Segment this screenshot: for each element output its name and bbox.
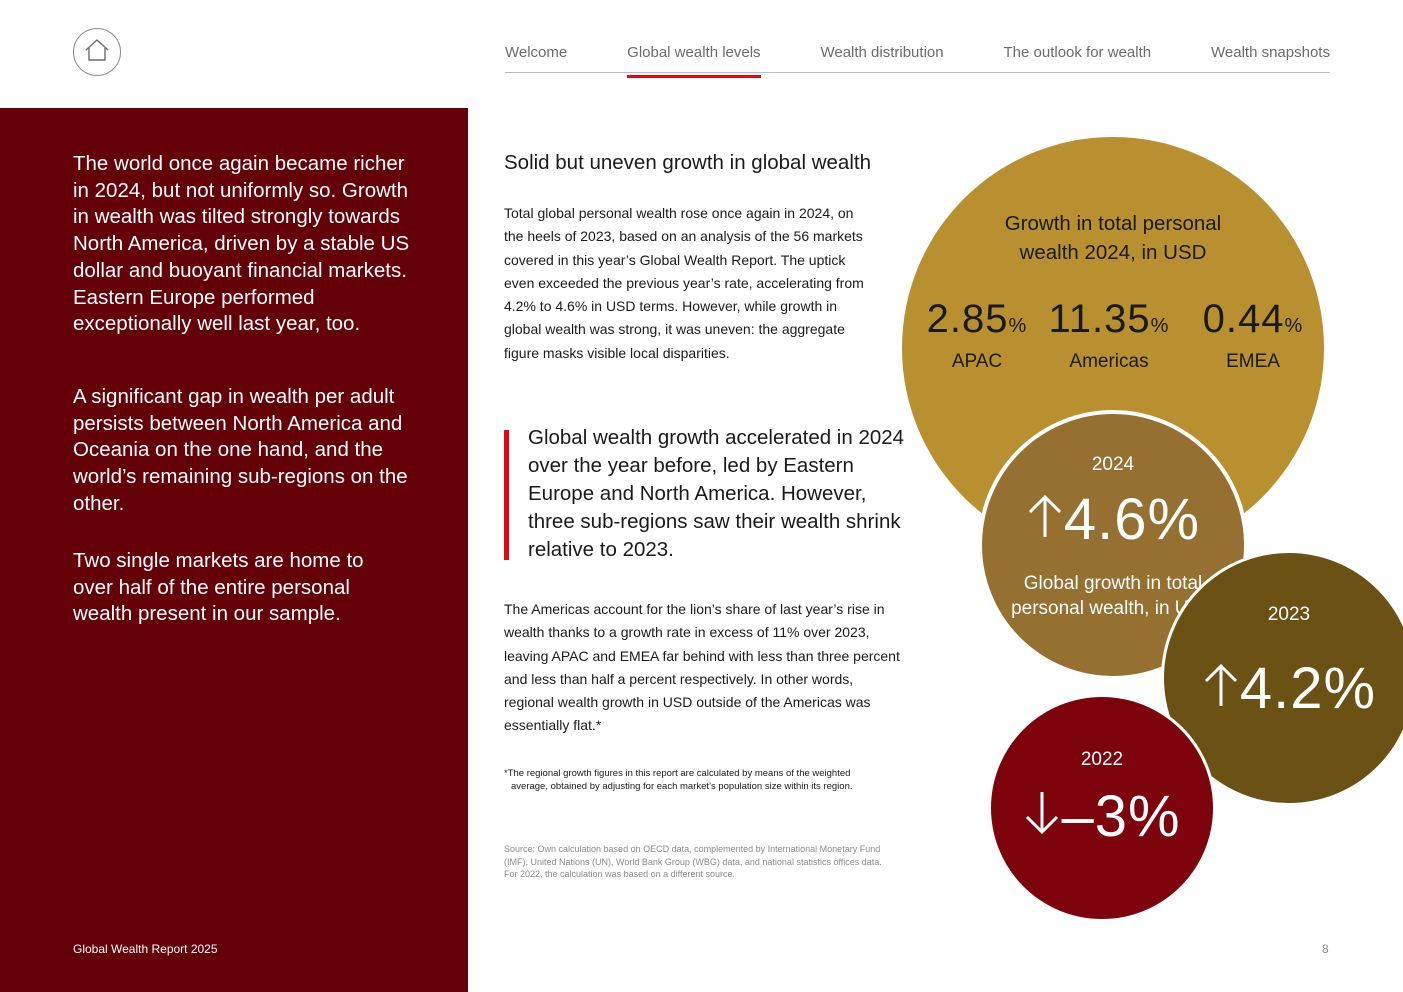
stat-apac: 2.85% APAC xyxy=(924,295,1030,374)
growth-2022-value: –3% xyxy=(991,783,1213,850)
stat-emea-value: 0.44 xyxy=(1202,297,1285,341)
stat-emea: 0.44% EMEA xyxy=(1198,295,1308,374)
nav-wealth-distribution[interactable]: Wealth distribution xyxy=(820,44,944,61)
summary-sidebar xyxy=(0,108,468,992)
source-note: Source: Own calculation based on OECD da… xyxy=(504,844,882,879)
global-growth-2022-circle: 2022 –3% xyxy=(988,694,1216,922)
footnote: *The regional growth figures in this rep… xyxy=(504,768,884,793)
home-button[interactable] xyxy=(73,28,121,76)
arrow-up-icon xyxy=(1026,486,1064,553)
footnote-marker: * xyxy=(504,768,508,779)
stat-apac-value: 2.85 xyxy=(926,297,1009,341)
pull-quote: Global wealth growth accelerated in 2024… xyxy=(528,426,905,561)
year-2023-label: 2023 xyxy=(1267,604,1311,625)
sidebar-paragraph-3: Two single markets are home to over half… xyxy=(73,549,364,626)
arrow-up-icon xyxy=(1202,655,1240,722)
regional-growth-title: Growth in total personal wealth 2024, in… xyxy=(1004,212,1222,264)
body-paragraph: The Americas account for the lion’s shar… xyxy=(504,601,900,734)
stat-emea-unit: % xyxy=(1284,315,1304,337)
stat-americas-value: 11.35 xyxy=(1048,297,1151,341)
nav-welcome[interactable]: Welcome xyxy=(505,44,568,61)
stat-apac-label: APAC xyxy=(951,351,1003,372)
year-2024-label: 2024 xyxy=(1091,454,1135,475)
nav-wealth-snapshots[interactable]: Wealth snapshots xyxy=(1211,44,1330,61)
report-title-footer: Global Wealth Report 2025 xyxy=(73,942,218,956)
home-icon xyxy=(84,38,110,67)
top-navigation: Welcome Global wealth levels Wealth dist… xyxy=(505,40,1330,78)
quote-accent-bar xyxy=(504,430,509,560)
growth-2024-value: 4.6% xyxy=(982,486,1244,553)
nav-outlook-for-wealth[interactable]: The outlook for wealth xyxy=(1003,44,1152,61)
stat-emea-label: EMEA xyxy=(1226,351,1280,372)
growth-2023-value: 4.2% xyxy=(1164,655,1403,722)
sidebar-paragraph-1: The world once again became richer in 20… xyxy=(73,152,410,336)
page-number: 8 xyxy=(1322,942,1329,956)
stat-americas-unit: % xyxy=(1150,315,1170,337)
global-growth-2024-circle: 2024 4.6% Global growth in total persona… xyxy=(978,410,1248,680)
arrow-down-icon xyxy=(1023,783,1061,850)
stat-americas: 11.35% Americas xyxy=(1044,295,1174,374)
sidebar-paragraph-2: A significant gap in wealth per adult pe… xyxy=(73,385,408,515)
growth-2024-caption: Global growth in total personal wealth, … xyxy=(1011,573,1215,619)
nav-global-wealth-levels[interactable]: Global wealth levels xyxy=(627,40,761,78)
stat-apac-unit: % xyxy=(1008,315,1028,337)
year-2022-label: 2022 xyxy=(1080,749,1124,770)
section-heading: Solid but uneven growth in global wealth xyxy=(504,151,871,174)
footnote-text: The regional growth figures in this repo… xyxy=(507,768,853,792)
intro-paragraph: Total global personal wealth rose once a… xyxy=(504,205,864,361)
stat-americas-label: Americas xyxy=(1069,351,1149,372)
